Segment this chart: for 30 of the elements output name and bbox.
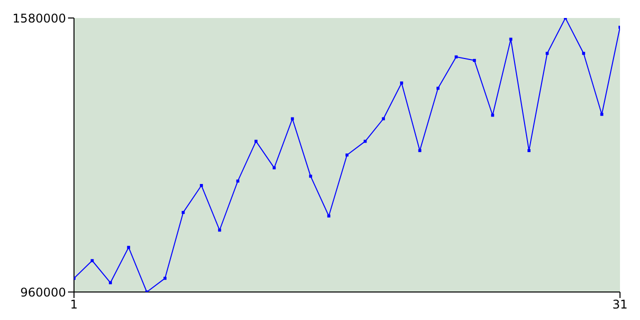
point [418, 149, 422, 152]
point [327, 214, 330, 218]
point [108, 281, 112, 284]
point [454, 55, 458, 58]
x-tick-label: 31 [612, 298, 628, 312]
point [90, 259, 94, 262]
point [546, 52, 549, 55]
point [364, 140, 367, 143]
point [528, 149, 530, 152]
point [236, 180, 240, 183]
y-tick-label: 1580000 [12, 11, 66, 26]
point [218, 228, 222, 232]
point [164, 276, 166, 280]
y-tick-label: 960000 [20, 285, 66, 300]
point [400, 81, 404, 84]
point [491, 114, 494, 117]
point [127, 246, 130, 249]
point [436, 86, 440, 90]
point [182, 210, 185, 214]
x-tick-label: 1 [70, 298, 78, 312]
point [254, 140, 258, 143]
point [382, 117, 385, 120]
point [200, 184, 203, 187]
point [309, 174, 312, 178]
point [472, 58, 476, 62]
point [600, 112, 604, 116]
point [509, 38, 512, 41]
point [272, 166, 276, 170]
point [290, 117, 294, 120]
point [582, 52, 586, 55]
